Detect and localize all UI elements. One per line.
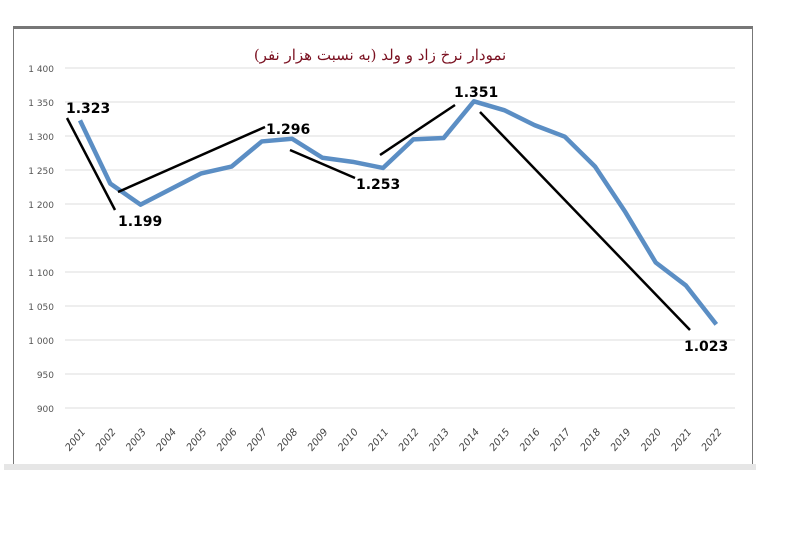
x-tick-label: 2002 [94, 427, 119, 454]
x-tick-label: 2004 [154, 427, 179, 454]
annotation-label: 1.253 [356, 177, 400, 193]
annotation-label: 1.351 [454, 85, 498, 101]
x-tick-label: 2014 [457, 427, 482, 454]
y-tick-label: 1 200 [28, 201, 54, 211]
x-tick-label: 2012 [397, 427, 422, 454]
trend-line [289, 148, 356, 180]
trend-line [379, 103, 456, 157]
x-tick-label: 2021 [670, 427, 695, 454]
x-tick-label: 2017 [548, 426, 573, 453]
y-tick-label: 900 [37, 405, 54, 415]
y-tick-label: 1 300 [28, 133, 54, 143]
trend-line [117, 125, 266, 194]
series-line [77, 99, 719, 326]
x-tick-label: 2022 [700, 427, 725, 454]
chart-title: نمودار نرخ زاد و ولد (به نسبت هزار نفر) [254, 46, 506, 64]
x-tick-label: 2020 [639, 427, 664, 454]
annotation-label: 1.023 [684, 339, 728, 355]
x-tick-label: 2009 [306, 427, 331, 454]
x-tick-label: 2006 [215, 427, 240, 454]
y-tick-label: 950 [37, 371, 54, 381]
chart-frame [13, 26, 753, 467]
y-tick-label: 1 250 [28, 167, 54, 177]
x-tick-label: 2013 [427, 427, 452, 454]
trend-line [479, 111, 691, 331]
x-tick-label: 2008 [276, 427, 301, 454]
x-tick-label: 2010 [336, 427, 361, 454]
trend-line [65, 117, 117, 211]
x-tick-label: 2018 [579, 427, 604, 454]
x-tick-label: 2015 [488, 427, 513, 454]
x-tick-label: 2019 [609, 427, 634, 454]
annotation-label: 1.199 [118, 214, 162, 230]
y-tick-label: 1 150 [28, 235, 54, 245]
annotation-label: 1.296 [266, 122, 310, 138]
y-tick-label: 1 050 [28, 303, 54, 313]
x-tick-label: 2001 [64, 427, 89, 454]
frame-shadow [4, 464, 756, 470]
x-tick-label: 2005 [185, 427, 210, 454]
x-tick-label: 2003 [124, 427, 149, 454]
y-tick-label: 1 400 [28, 65, 54, 75]
y-tick-label: 1 100 [28, 269, 54, 279]
x-tick-label: 2016 [518, 427, 543, 454]
x-tick-label: 2011 [367, 427, 392, 454]
x-tick-label: 2007 [245, 426, 270, 453]
annotation-label: 1.323 [66, 101, 110, 117]
y-tick-label: 1 350 [28, 99, 54, 109]
y-tick-label: 1 000 [28, 337, 54, 347]
